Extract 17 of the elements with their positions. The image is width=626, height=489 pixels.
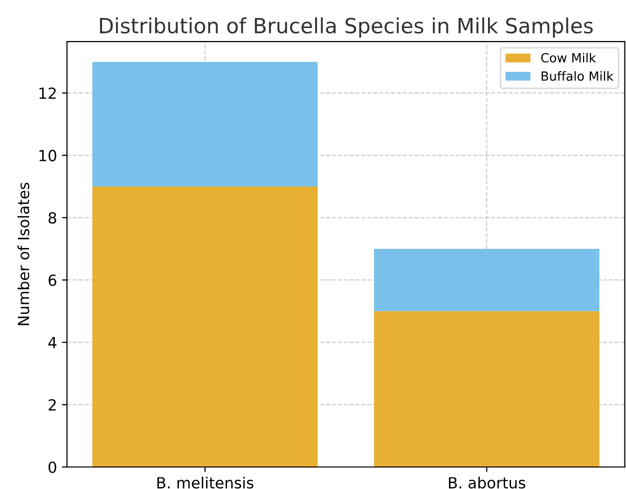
- y-tick-label: 12: [39, 87, 56, 99]
- y-axis-title: Number of Isolates: [17, 182, 30, 326]
- y-tick-label: 6: [48, 274, 56, 286]
- bar: [92, 62, 318, 186]
- x-tick-label: B. abortus: [448, 476, 526, 489]
- bar: [374, 311, 600, 467]
- y-tick-label: 0: [48, 461, 56, 474]
- legend-label: Buffalo Milk: [542, 71, 614, 81]
- legend-label: Cow Milk: [541, 52, 596, 62]
- y-tick-label: 8: [48, 212, 56, 224]
- y-tick-label: 10: [39, 150, 56, 162]
- x-tick-label: B. melitensis: [157, 476, 254, 489]
- chart-title: Distribution of Brucella Species in Milk Samples: [100, 17, 593, 38]
- bar: [92, 186, 318, 467]
- y-tick-label: 4: [48, 336, 56, 348]
- bar: [374, 248, 600, 312]
- y-tick-label: 2: [48, 399, 56, 410]
